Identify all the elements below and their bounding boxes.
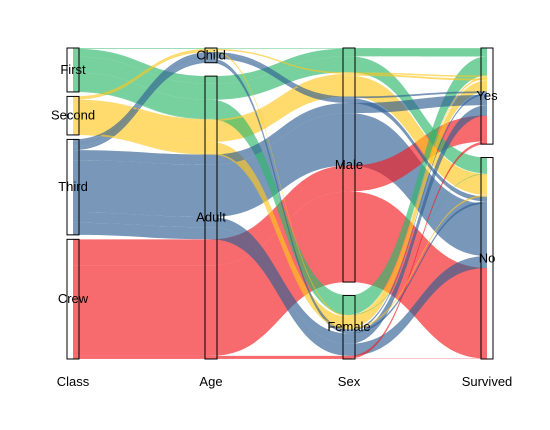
flow-first-adult-male-yes-seg3 — [349, 48, 487, 57]
stratum-label-sex-female: Female — [327, 319, 370, 334]
flow-second-adult-male-no-seg1 — [73, 101, 211, 142]
flow-first-adult-female-yes-seg2 — [211, 99, 349, 315]
flow-third-child-male-yes-seg3 — [349, 91, 487, 99]
stratum-label-survived-no: No — [479, 250, 496, 265]
flows-layer — [73, 48, 487, 359]
flow-crew-adult-female-yes-seg2 — [211, 355, 349, 359]
axes-layer — [66, 47, 494, 360]
flow-second-adult-male-yes-seg3 — [349, 73, 487, 81]
flow-second-adult-female-yes-seg3 — [349, 80, 487, 328]
flow-crew-adult-female-yes-seg1 — [73, 355, 211, 359]
flow-third-child-female-no-seg3 — [349, 201, 487, 334]
stratum-age-adult — [204, 75, 218, 360]
stratum-label-class-crew: Crew — [58, 291, 89, 306]
flow-third-child-male-no-seg3 — [349, 98, 487, 202]
axis-label-class: Class — [57, 374, 90, 389]
axis-label-sex: Sex — [338, 374, 361, 389]
flow-second-adult-female-no-seg3 — [349, 194, 487, 330]
flow-second-adult-female-yes-seg1 — [73, 122, 211, 153]
flow-third-adult-female-no-seg1 — [73, 222, 211, 240]
flow-second-child-female-yes-seg1 — [73, 50, 211, 100]
stratum-class-second — [66, 95, 80, 136]
flow-first-adult-female-no-seg3 — [349, 173, 487, 316]
flow-crew-adult-male-yes-seg1 — [73, 239, 211, 266]
flow-crew-adult-male-no-seg2 — [211, 191, 349, 356]
flow-second-adult-male-yes-seg2 — [211, 73, 349, 122]
flow-second-child-female-yes-seg2 — [211, 50, 349, 317]
flow-first-child-female-yes-seg3 — [349, 48, 487, 296]
stratum-label-survived-yes: Yes — [476, 88, 498, 103]
flow-third-child-male-no-seg2 — [211, 53, 349, 104]
flow-second-child-male-yes-seg2 — [211, 48, 349, 74]
labels-layer: First Second Third Crew Class Child Adult Age Ma… — [51, 47, 512, 389]
flow-second-adult-female-yes-seg2 — [211, 141, 349, 328]
flow-first-adult-female-no-seg2 — [211, 118, 349, 316]
stratum-label-class-third: Third — [58, 179, 88, 194]
flow-third-adult-male-no-seg2 — [211, 113, 349, 218]
flow-second-child-female-yes-seg3 — [349, 76, 487, 317]
flow-third-child-male-yes-seg2 — [211, 52, 349, 99]
stratum-age-child — [204, 47, 218, 64]
axis-label-age: Age — [199, 374, 222, 389]
flow-first-adult-female-yes-seg3 — [349, 56, 487, 315]
flow-third-adult-male-yes-seg1 — [73, 150, 211, 165]
flow-third-child-male-no-seg1 — [73, 53, 211, 146]
stratum-class-crew — [66, 238, 80, 360]
stratum-label-age-child: Child — [196, 47, 226, 62]
flow-first-adult-male-no-seg3 — [349, 56, 487, 174]
flow-first-child-male-yes-seg2 — [211, 48, 349, 49]
flow-third-child-female-yes-seg2 — [211, 58, 349, 332]
flow-first-adult-male-yes-seg1 — [73, 48, 211, 84]
flow-first-child-male-yes-seg3 — [349, 48, 487, 49]
flow-third-adult-male-yes-seg3 — [349, 95, 487, 114]
flow-first-child-female-yes-seg2 — [211, 48, 349, 296]
flow-first-adult-female-no-seg1 — [73, 91, 211, 120]
stratum-class-third — [66, 138, 80, 236]
flow-third-adult-female-yes-seg1 — [73, 212, 211, 228]
flow-first-adult-male-yes-seg2 — [211, 48, 349, 84]
flow-first-adult-male-no-seg1 — [73, 56, 211, 100]
flow-second-child-male-yes-seg3 — [349, 72, 487, 77]
flow-second-child-male-yes-seg1 — [73, 48, 211, 98]
flow-first-adult-female-yes-seg1 — [73, 72, 211, 119]
flow-third-child-female-no-seg2 — [211, 60, 349, 334]
flow-third-adult-female-no-seg2 — [211, 227, 349, 356]
flow-crew-adult-male-no-seg1 — [73, 265, 211, 356]
flow-second-adult-female-no-seg2 — [211, 152, 349, 330]
stratum-label-sex-male: Male — [335, 157, 363, 172]
stratum-sex-female — [342, 294, 356, 360]
flow-third-adult-male-no-seg1 — [73, 160, 211, 218]
stratum-class-first — [66, 47, 80, 93]
flow-third-adult-male-yes-seg2 — [211, 103, 349, 165]
flow-third-adult-female-yes-seg3 — [349, 105, 487, 344]
flow-first-child-male-yes-seg1 — [73, 48, 211, 49]
flow-third-adult-female-no-seg3 — [349, 255, 487, 356]
flow-third-child-female-yes-seg1 — [73, 58, 211, 148]
stratum-survived-no — [480, 157, 494, 360]
flow-second-adult-female-no-seg1 — [73, 133, 211, 155]
flow-third-adult-female-yes-seg2 — [211, 217, 349, 344]
flow-second-adult-male-yes-seg1 — [73, 99, 211, 122]
stratum-label-class-first: First — [60, 62, 86, 77]
flow-crew-adult-male-no-seg3 — [349, 191, 487, 359]
stratum-label-class-second: Second — [51, 108, 95, 123]
stratum-label-age-adult: Adult — [196, 210, 226, 225]
axis-label-survived: Survived — [462, 374, 513, 389]
stratum-sex-male — [342, 47, 356, 283]
flow-crew-adult-female-yes-seg3 — [349, 141, 487, 359]
flow-third-child-female-yes-seg3 — [349, 93, 487, 332]
flow-third-child-male-yes-seg1 — [73, 52, 211, 142]
stratum-survived-yes — [480, 47, 494, 145]
